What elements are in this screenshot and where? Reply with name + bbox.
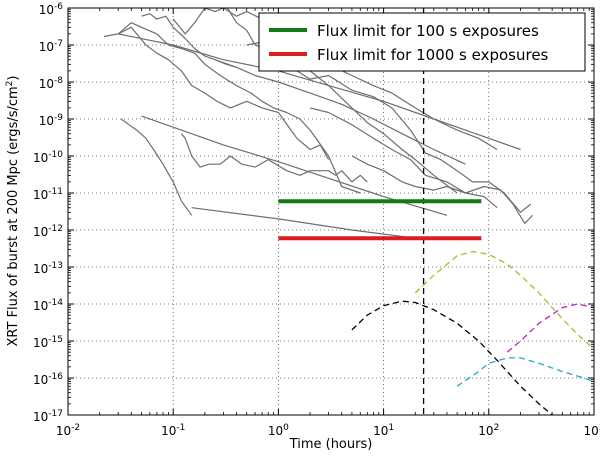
light-curve [120, 118, 193, 216]
legend-label-1000s: Flux limit for 1000 s exposures [317, 46, 549, 64]
y-tick-label: 10-9 [39, 113, 64, 128]
ticks [67, 7, 595, 416]
y-tick-label: 10-15 [33, 335, 63, 350]
y-axis-label-main: XRT Flux of burst at 200 Mpc (ergs/s/cm [6, 86, 21, 346]
y-tick-label: 10-8 [39, 76, 64, 91]
y-tick-label: 10-16 [33, 372, 63, 387]
x-tick-label: 101 [373, 423, 394, 438]
light-curve [141, 115, 448, 216]
y-tick-label: 10-11 [33, 187, 63, 202]
model-curve [351, 300, 554, 415]
light-curve [191, 207, 416, 239]
legend: Flux limit for 100 s exposures Flux limi… [258, 12, 586, 72]
x-tick-label: 102 [478, 423, 499, 438]
light-curve [351, 155, 533, 225]
model-curve [456, 357, 594, 387]
light-curve [181, 133, 368, 183]
model-curve [506, 303, 594, 353]
light-curve [103, 26, 330, 160]
y-tick-label: 10-7 [39, 39, 63, 54]
y-tick-label: 10-12 [33, 224, 63, 239]
legend-label-100s: Flux limit for 100 s exposures [317, 22, 539, 40]
y-axis-label-sup: 2 [5, 81, 15, 87]
x-tick-label: 10-2 [56, 423, 80, 438]
y-tick-label: 10-14 [33, 298, 63, 313]
light-curve [214, 59, 466, 165]
x-axis-label: Time (hours) [289, 437, 373, 452]
x-tick-label: 103 [583, 423, 600, 438]
light-curve [118, 33, 521, 151]
legend-box [258, 12, 586, 72]
tick-labels: 10-2 10-1 100 101 102 103 10-6 10-7 10-8 10-9 10-1… [33, 2, 600, 438]
y-tick-label: 10-10 [33, 150, 63, 165]
plot-frame [67, 7, 595, 416]
x-tick-label: 10-1 [161, 423, 185, 438]
y-tick-label: 10-6 [39, 2, 64, 17]
x-tick-label: 100 [268, 423, 289, 438]
y-tick-label: 10-13 [33, 261, 63, 276]
light-curve [309, 107, 498, 209]
y-tick-label: 10-17 [33, 409, 63, 424]
y-axis-label: XRT Flux of burst at 200 Mpc (ergs/s/cm2… [5, 76, 21, 347]
y-axis-label-end: ) [6, 76, 21, 81]
light-curve [117, 22, 361, 194]
light-curve [226, 8, 532, 213]
model-curve [414, 250, 594, 350]
